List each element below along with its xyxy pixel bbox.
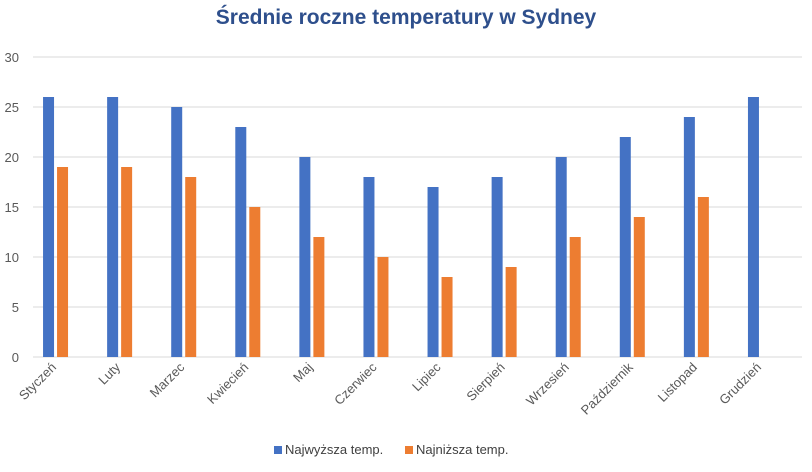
x-tick-label: Kwiecień: [204, 360, 251, 407]
bar-low-3: [249, 207, 261, 357]
x-tick-label: Czerwiec: [331, 359, 380, 408]
bar-low-8: [569, 237, 581, 357]
bar-high-0: [43, 97, 55, 357]
bar-high-5: [363, 177, 375, 357]
bar-low-10: [697, 197, 709, 357]
bar-high-6: [427, 187, 439, 357]
bar-high-1: [107, 97, 119, 357]
bar-high-8: [555, 157, 567, 357]
y-tick-label: 10: [5, 250, 19, 265]
bar-low-2: [185, 177, 197, 357]
chart-title: Średnie roczne temperatury w Sydney: [215, 6, 597, 29]
legend-swatch: [405, 446, 413, 454]
bar-high-9: [619, 137, 631, 357]
bar-low-4: [313, 237, 325, 357]
bar-high-4: [299, 157, 311, 357]
y-tick-label: 20: [5, 150, 19, 165]
bars: [43, 97, 759, 357]
x-tick-label: Lipiec: [409, 359, 444, 394]
x-tick-label: Sierpień: [463, 360, 507, 404]
bar-low-6: [441, 277, 453, 357]
x-tick-label: Styczeń: [16, 360, 59, 403]
x-tick-label: Listopad: [655, 360, 700, 405]
y-tick-label: 15: [5, 200, 19, 215]
legend-label: Najwyższa temp.: [285, 442, 383, 457]
gridlines: [33, 56, 802, 358]
bar-low-1: [121, 167, 133, 357]
bar-low-7: [505, 267, 517, 357]
bar-low-0: [57, 167, 69, 357]
bar-high-3: [235, 127, 247, 357]
legend-label: Najniższa temp.: [416, 442, 508, 457]
x-tick-label: Październik: [578, 359, 636, 417]
x-tick-label: Luty: [95, 359, 123, 387]
bar-low-9: [633, 217, 645, 357]
bar-high-7: [491, 177, 503, 357]
bar-high-10: [683, 117, 695, 357]
x-tick-label: Marzec: [147, 359, 188, 400]
legend-swatch: [274, 446, 282, 454]
y-tick-label: 25: [5, 100, 19, 115]
y-tick-label: 30: [5, 50, 19, 65]
x-axis-ticks: Styczeń Luty Marzec Kwiecień Maj Czerwiec Lipi…: [16, 359, 764, 417]
y-axis-ticks: 0 5 10 15 20 25 30: [5, 50, 19, 365]
bar-low-5: [377, 257, 389, 357]
bar-high-2: [171, 107, 183, 357]
x-tick-label: Maj: [290, 359, 315, 384]
y-tick-label: 5: [12, 300, 19, 315]
y-tick-label: 0: [12, 350, 19, 365]
bar-high-11: [747, 97, 759, 357]
x-tick-label: Grudzień: [716, 360, 764, 408]
legend: Najwyższa temp. Najniższa temp.: [274, 442, 508, 457]
x-tick-label: Wrzesień: [523, 360, 572, 409]
